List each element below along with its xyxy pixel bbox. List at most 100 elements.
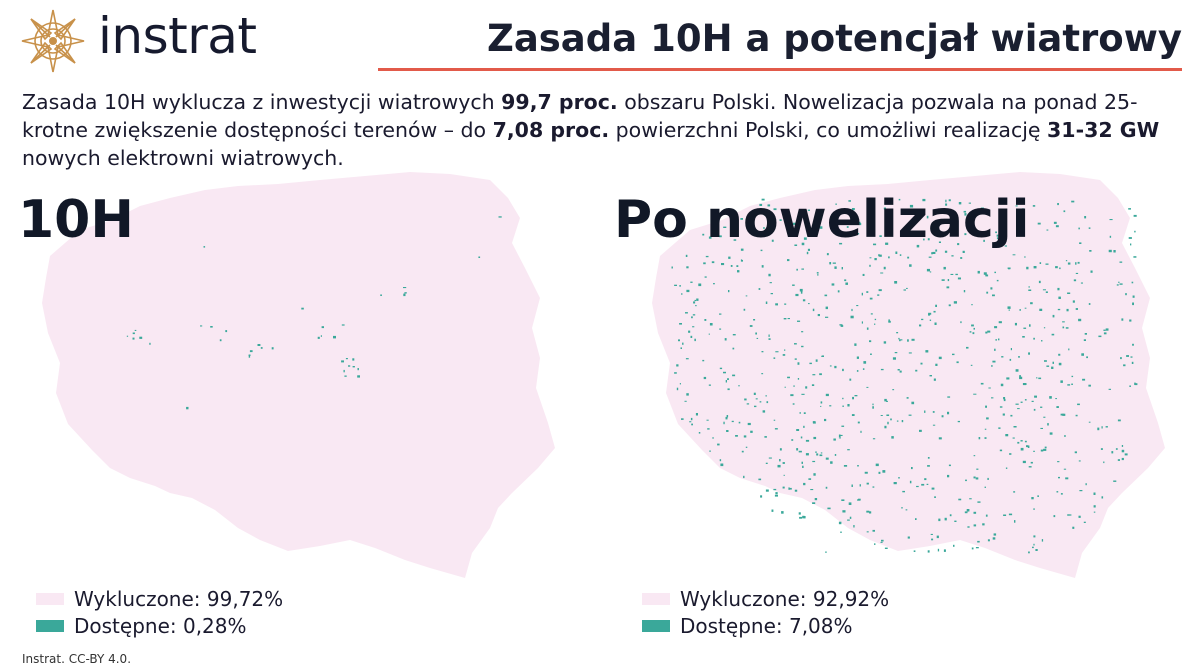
available-area-patch — [1077, 403, 1080, 406]
available-area-patch — [833, 438, 836, 441]
available-area-patch — [774, 428, 778, 430]
available-area-patch — [403, 293, 406, 297]
available-area-patch — [941, 415, 944, 418]
available-area-patch — [916, 485, 919, 488]
excluded-swatch — [36, 592, 64, 605]
available-area-patch — [812, 460, 816, 463]
available-area-patch — [779, 448, 782, 451]
available-area-patch — [679, 285, 681, 287]
available-area-patch — [875, 463, 879, 467]
available-area-patch — [801, 393, 805, 395]
available-area-patch — [1006, 377, 1010, 380]
available-area-patch — [728, 256, 731, 259]
available-area-patch — [1113, 250, 1116, 253]
available-area-patch — [971, 547, 974, 550]
available-area-patch — [348, 365, 351, 367]
available-area-patch — [896, 420, 899, 422]
available-area-patch — [1065, 327, 1069, 329]
available-area-patch — [825, 393, 829, 397]
available-area-patch — [719, 367, 723, 370]
available-area-patch — [956, 361, 959, 364]
available-area-patch — [994, 348, 996, 351]
available-area-patch — [1041, 539, 1044, 542]
available-area-patch — [839, 434, 843, 436]
available-area-patch — [936, 535, 939, 539]
available-area-patch — [704, 319, 707, 321]
available-area-patch — [773, 219, 775, 221]
available-area-patch — [972, 332, 975, 335]
available-area-patch — [1088, 421, 1091, 423]
available-area-patch — [984, 428, 987, 430]
available-area-patch — [829, 365, 832, 367]
available-area-patch — [928, 256, 932, 258]
available-area-patch — [813, 473, 816, 476]
available-area-patch — [826, 253, 829, 256]
available-area-patch — [249, 350, 253, 353]
available-area-patch — [948, 199, 951, 202]
available-area-patch — [1024, 307, 1027, 309]
available-area-patch — [738, 421, 741, 424]
available-area-patch — [990, 287, 993, 290]
available-area-patch — [935, 304, 937, 307]
available-area-patch — [928, 314, 931, 316]
available-area-patch — [740, 248, 744, 251]
available-area-patch — [966, 509, 970, 512]
available-area-patch — [857, 499, 861, 501]
available-area-patch — [969, 331, 972, 333]
available-area-patch — [1116, 284, 1119, 286]
available-area-patch — [1032, 205, 1036, 207]
available-area-patch — [819, 454, 822, 456]
available-area-patch — [1065, 260, 1068, 262]
available-area-patch — [994, 326, 998, 329]
available-area-patch — [1071, 375, 1074, 378]
available-area-patch — [149, 342, 151, 345]
available-area-patch — [767, 204, 771, 207]
available-area-patch — [702, 233, 705, 236]
available-area-patch — [809, 362, 812, 365]
available-area-patch — [1133, 256, 1137, 258]
available-area-patch — [816, 453, 819, 456]
available-area-patch — [941, 279, 945, 281]
available-area-patch — [884, 547, 888, 549]
available-area-patch — [797, 362, 800, 365]
intro-bold-2: 7,08 proc. — [492, 118, 610, 142]
available-area-patch — [782, 486, 785, 489]
available-area-patch — [784, 386, 786, 388]
available-area-patch — [929, 319, 932, 321]
available-area-patch — [995, 339, 997, 341]
available-area-patch — [788, 487, 792, 490]
available-area-patch — [783, 318, 787, 320]
available-area-patch — [815, 233, 817, 235]
available-area-patch — [886, 414, 890, 416]
available-area-patch — [937, 548, 940, 552]
available-area-patch — [935, 363, 938, 366]
available-area-patch — [779, 459, 781, 462]
available-area-patch — [765, 489, 769, 492]
available-area-patch — [343, 369, 345, 373]
available-area-patch — [796, 448, 799, 451]
available-area-patch — [709, 450, 711, 452]
available-area-patch — [1089, 250, 1092, 252]
available-area-patch — [980, 382, 984, 385]
available-area-patch — [132, 332, 135, 335]
available-area-patch — [1015, 205, 1018, 207]
available-area-patch — [1132, 302, 1134, 306]
available-area-patch — [800, 436, 803, 439]
legend-label-excluded: Wykluczone: 92,92% — [680, 586, 890, 611]
available-area-patch — [884, 398, 887, 402]
available-area-patch — [1067, 292, 1071, 294]
available-area-patch — [943, 549, 946, 552]
available-area-patch — [874, 543, 876, 545]
available-area-patch — [760, 495, 763, 498]
available-area-patch — [1045, 263, 1049, 265]
available-swatch — [36, 619, 64, 632]
available-area-patch — [721, 263, 725, 266]
legend-item-excluded: Wykluczone: 99,72% — [36, 585, 283, 612]
available-area-patch — [906, 287, 908, 289]
available-area-patch — [971, 324, 974, 327]
available-area-patch — [1008, 309, 1010, 311]
available-area-patch — [723, 371, 726, 374]
available-area-patch — [1058, 362, 1062, 366]
available-area-patch — [827, 507, 831, 510]
available-area-patch — [1044, 360, 1047, 362]
